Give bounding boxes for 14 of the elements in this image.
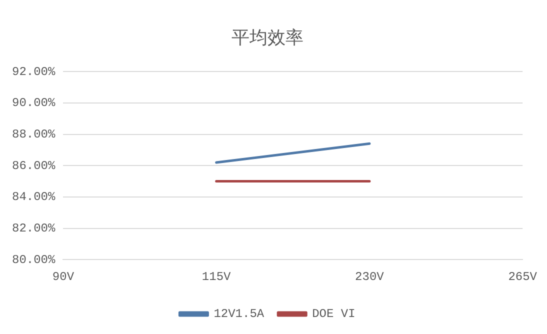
y-tick-label: 88.00% [12,127,56,142]
y-tick-label: 86.00% [12,158,56,173]
y-tick-label: 92.00% [12,64,56,79]
legend-label: 12V1.5A [214,307,265,322]
chart-title: 平均效率 [232,27,304,48]
y-tick-label: 82.00% [12,221,56,236]
y-tick-label: 90.00% [12,96,56,110]
x-tick-label: 115V [202,270,232,284]
y-tick-label: 84.00% [12,190,56,204]
x-tick-label: 230V [355,270,385,284]
y-tick-label: 80.00% [12,252,56,267]
x-tick-label: 265V [508,270,538,284]
legend-label: DOE VI [312,307,356,322]
x-tick-label: 90V [52,270,75,284]
